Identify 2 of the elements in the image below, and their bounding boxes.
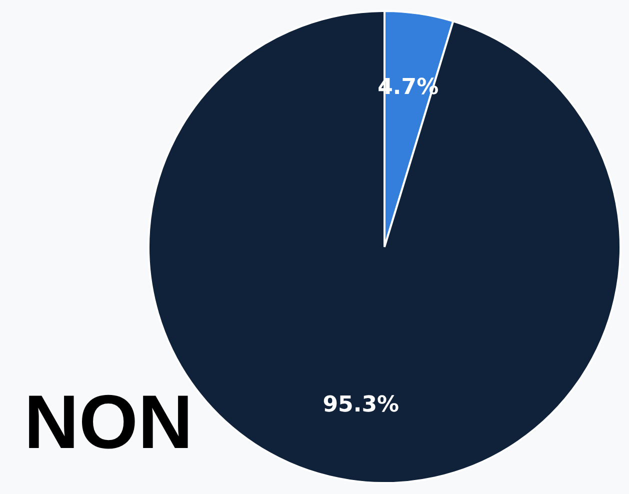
data-label: 95.3% xyxy=(322,392,400,418)
text: NON xyxy=(24,380,193,465)
